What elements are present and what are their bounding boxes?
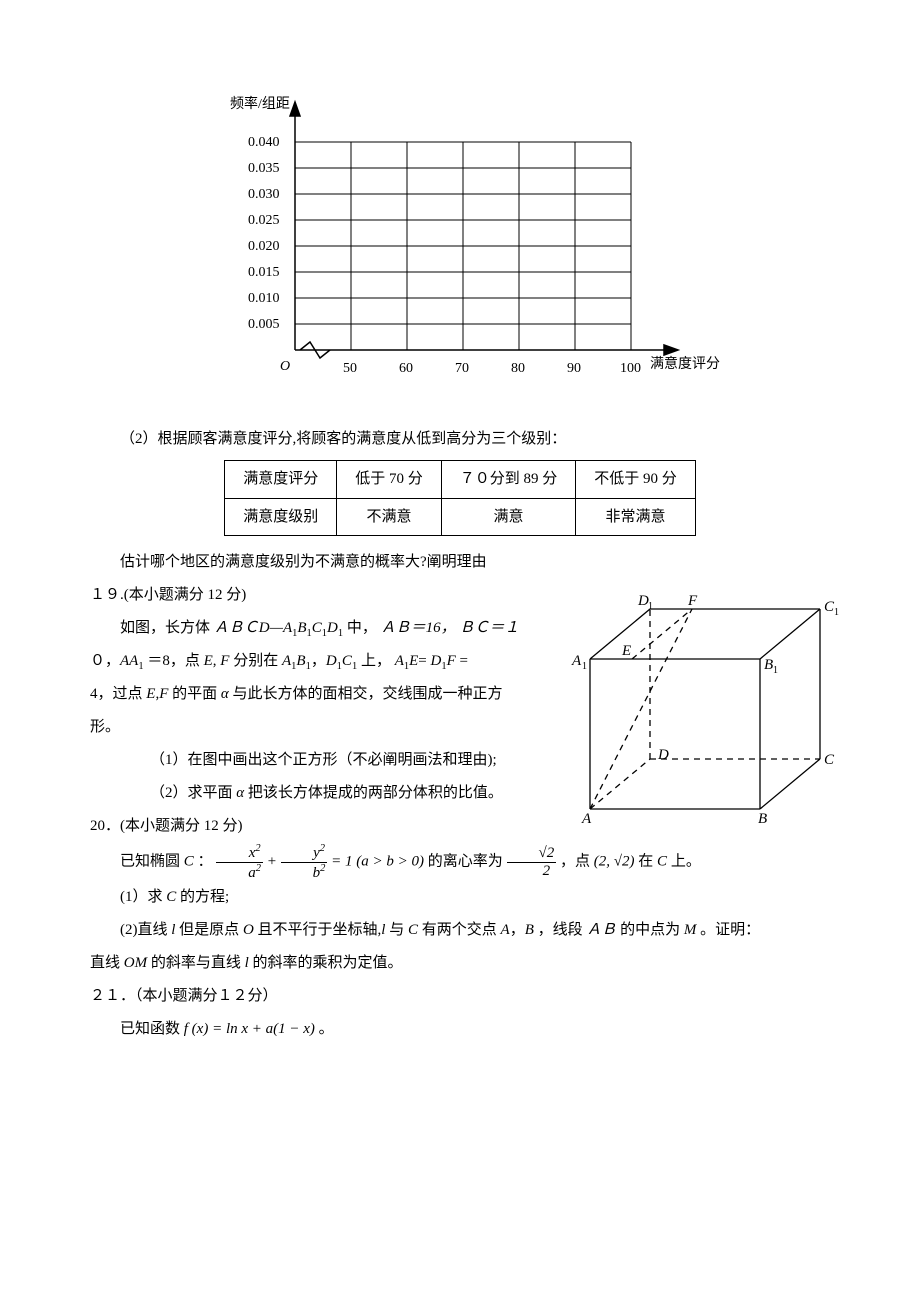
q20-sub2d: 与 bbox=[389, 922, 404, 938]
q19-l3a: 4，过点 bbox=[90, 686, 143, 702]
table-row: 满意度评分 低于 70 分 ７０分到 89 分 不低于 90 分 bbox=[225, 461, 696, 499]
td-01: 不满意 bbox=[337, 498, 442, 536]
xtick-1: 60 bbox=[399, 361, 413, 376]
q19-l2d: 上， bbox=[361, 653, 391, 669]
xtick-4: 90 bbox=[567, 361, 581, 376]
frequency-histogram-grid: 频率/组距 bbox=[200, 90, 720, 403]
q20-eqcond: = 1 (a > b > 0) bbox=[331, 854, 424, 870]
xtick-0: 50 bbox=[343, 361, 357, 376]
q21-l1b: 。 bbox=[319, 1021, 334, 1037]
q20-sub3c: 的斜率的乘积为定值。 bbox=[253, 955, 403, 971]
q19-l2a: ０， bbox=[90, 653, 120, 669]
svg-text:F: F bbox=[687, 593, 698, 609]
q21-func: f (x) = ln x + a(1 − x) bbox=[184, 1021, 315, 1037]
table-row: 满意度级别 不满意 满意 非常满意 bbox=[225, 498, 696, 536]
cuboid-figure: A B C D A1 B1 C1 D1 E F bbox=[560, 589, 840, 842]
ytick-2: 0.015 bbox=[248, 265, 280, 280]
origin-label: O bbox=[280, 359, 290, 374]
ytick-1: 0.010 bbox=[248, 291, 280, 306]
ytick-4: 0.025 bbox=[248, 213, 280, 228]
q19-l2c: 分别在 bbox=[233, 653, 278, 669]
svg-text:1: 1 bbox=[648, 601, 653, 612]
q20-sub2h: 。证明： bbox=[700, 922, 760, 938]
svg-text:B: B bbox=[758, 811, 767, 827]
q20-sub2f: ，线段 bbox=[538, 922, 583, 938]
th-0: 满意度评分 bbox=[225, 461, 337, 499]
q19-l1e: ＢＣ＝１ bbox=[459, 620, 519, 636]
q19-sub2: （2）求平面 bbox=[150, 785, 233, 801]
p2-tail: 估计哪个地区的满意度级别为不满意的概率大?阐明理由 bbox=[90, 546, 830, 579]
td-02: 满意 bbox=[441, 498, 576, 536]
q19-sub2b: 把该长方体提成的两部分体积的比值。 bbox=[248, 785, 503, 801]
q19-l1b: ＡＢＣD— bbox=[214, 620, 283, 636]
xtick-3: 80 bbox=[511, 361, 525, 376]
q19-l2b: ＝8，点 bbox=[147, 653, 200, 669]
svg-text:B: B bbox=[764, 657, 773, 673]
q20-sub2b: 但是原点 bbox=[179, 922, 239, 938]
q20-sub2: (2)直线 bbox=[120, 922, 168, 938]
svg-text:D: D bbox=[657, 747, 669, 763]
q19-l3c: 与此长方体的面相交，交线围成一种正方 bbox=[233, 686, 503, 702]
svg-text:1: 1 bbox=[773, 665, 778, 676]
svg-text:1: 1 bbox=[582, 661, 587, 672]
q20-l1d: ，点 bbox=[560, 854, 590, 870]
q19-l3b: 的平面 bbox=[172, 686, 217, 702]
svg-text:C: C bbox=[824, 752, 835, 768]
q20-l1b: ： bbox=[198, 854, 213, 870]
q20-l1f: 上。 bbox=[671, 854, 701, 870]
y-axis-label: 频率/组距 bbox=[230, 95, 290, 112]
satisfaction-table: 满意度评分 低于 70 分 ７０分到 89 分 不低于 90 分 满意度级别 不… bbox=[224, 460, 696, 536]
q19-l4: 形。 bbox=[90, 711, 540, 744]
q20-l1a: 已知椭圆 bbox=[120, 854, 180, 870]
svg-text:1: 1 bbox=[834, 607, 839, 618]
q21-l1a: 已知函数 bbox=[120, 1021, 180, 1037]
q20-sub3a: 直线 bbox=[90, 955, 120, 971]
q21-heading: ２１．（本小题满分１２分） bbox=[90, 980, 830, 1013]
q19-l1c: 中， bbox=[347, 620, 377, 636]
q20-sub3b: 的斜率与直线 bbox=[151, 955, 241, 971]
q20-l1c: 的离心率为 bbox=[428, 854, 503, 870]
q20-sub2g: 的中点为 bbox=[620, 922, 680, 938]
th-2: ７０分到 89 分 bbox=[441, 461, 576, 499]
q20-sub2c: 且不平行于坐标轴, bbox=[258, 922, 382, 938]
th-1: 低于 70 分 bbox=[337, 461, 442, 499]
q19-body: 如图，长方体 ＡＢＣD—A1B1C1D1 中， ＡＢ＝16， ＢＣ＝１ ０，AA… bbox=[90, 612, 540, 744]
q20-sub1: (1）求 bbox=[120, 889, 163, 905]
q20-sub2e: 有两个交点 bbox=[422, 922, 497, 938]
ytick-7: 0.040 bbox=[248, 135, 280, 150]
q19-l1d: ＡＢ＝16， bbox=[381, 620, 456, 636]
ytick-5: 0.030 bbox=[248, 187, 280, 202]
th-3: 不低于 90 分 bbox=[576, 461, 696, 499]
td-00: 满意度级别 bbox=[225, 498, 337, 536]
q20-point: (2, √2) bbox=[594, 854, 635, 870]
ytick-3: 0.020 bbox=[248, 239, 280, 254]
ytick-0: 0.005 bbox=[248, 317, 280, 332]
svg-text:E: E bbox=[621, 643, 631, 659]
svg-text:A: A bbox=[581, 811, 592, 827]
x-axis-label: 满意度评分 bbox=[650, 355, 720, 372]
xtick-2: 70 bbox=[455, 361, 469, 376]
ytick-6: 0.035 bbox=[248, 161, 280, 176]
p2-intro: （2）根据顾客满意度评分,将顾客的满意度从低到高分为三个级别： bbox=[90, 423, 830, 456]
histogram-svg: 频率/组距 bbox=[200, 90, 720, 390]
q19-l1a: 如图，长方体 bbox=[120, 620, 210, 636]
td-03: 非常满意 bbox=[576, 498, 696, 536]
xtick-5: 100 bbox=[620, 361, 641, 376]
q20-sub1b: 的方程; bbox=[180, 889, 229, 905]
svg-text:A: A bbox=[571, 653, 582, 669]
q20-l1e: 在 bbox=[638, 854, 653, 870]
